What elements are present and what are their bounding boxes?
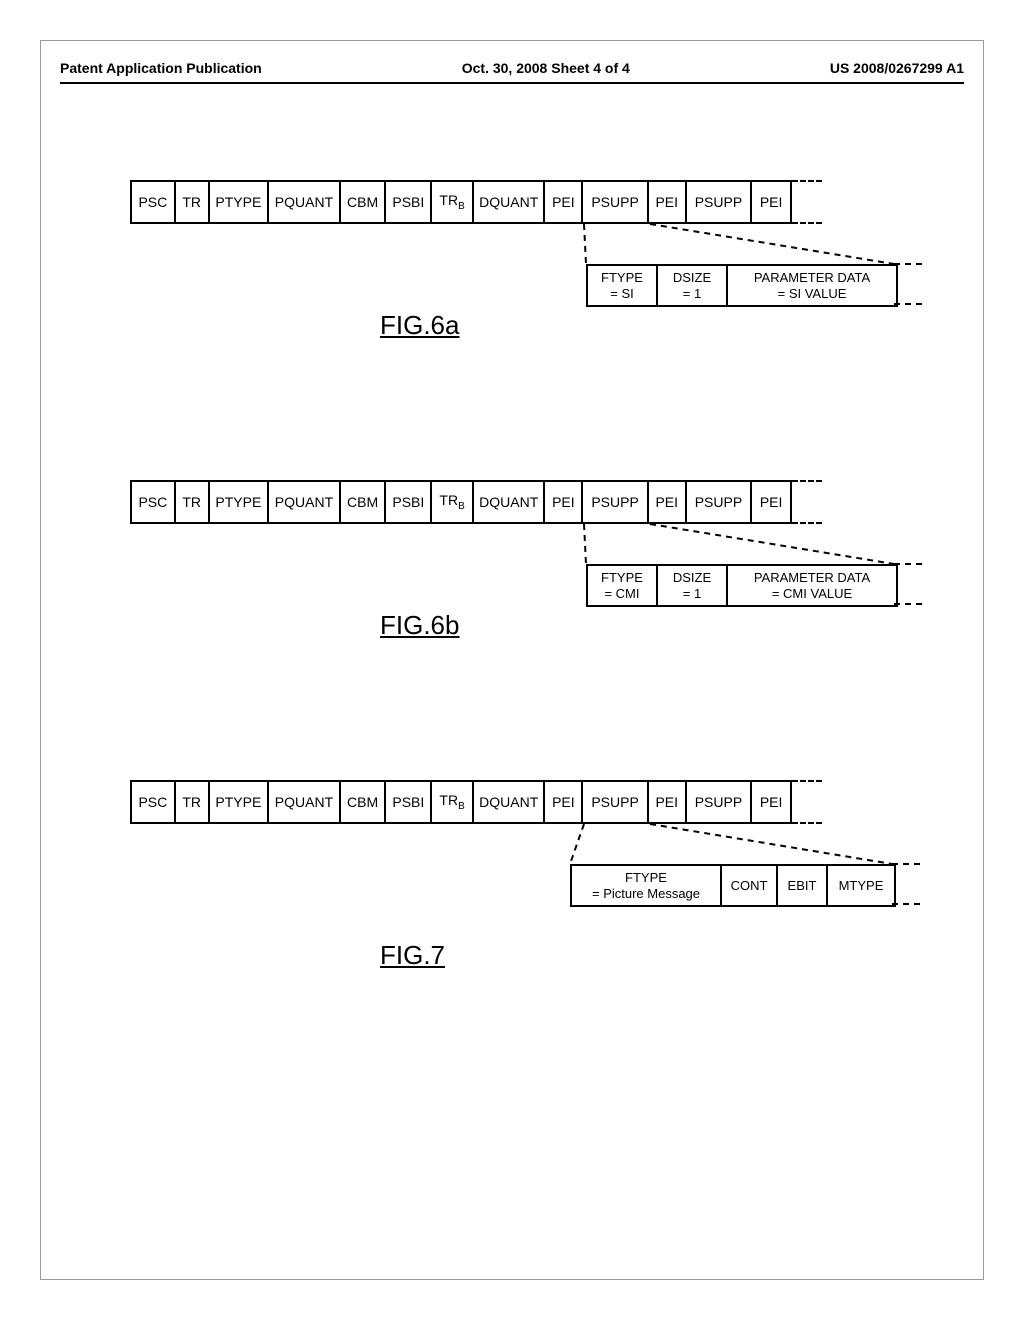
diagram-content: PSCTRPTYPEPQUANTCBMPSBITRBDQUANTPEIPSUPP…: [130, 180, 900, 1110]
field-row-7: PSCTRPTYPEPQUANTCBMPSBITRBDQUANTPEIPSUPP…: [130, 780, 792, 824]
field-f10: PEI: [649, 482, 687, 522]
field-f1: TR: [176, 782, 210, 822]
field-f0: PSC: [132, 782, 176, 822]
sub-dsize-value: = 1: [683, 286, 701, 302]
field-f2: PTYPE: [210, 782, 270, 822]
row-ext-7: [792, 780, 822, 824]
sub-dsize-value: = 1: [683, 586, 701, 602]
field-f3: PQUANT: [269, 482, 341, 522]
field-f1: TR: [176, 482, 210, 522]
field-f3: PQUANT: [269, 182, 341, 222]
field-f0: PSC: [132, 482, 176, 522]
sub-param-value: = SI VALUE: [778, 286, 847, 302]
sub-ftype-7: FTYPE = Picture Message: [572, 866, 722, 905]
field-f4: CBM: [341, 182, 387, 222]
sub-ftype-label: FTYPE: [601, 570, 643, 586]
sub-param-value: = CMI VALUE: [772, 586, 852, 602]
row-ext-6b: [792, 480, 822, 524]
field-f7: DQUANT: [474, 182, 546, 222]
sub-mtype-7: MTYPE: [828, 866, 894, 905]
field-f6: TRB: [432, 182, 474, 222]
field-f10: PEI: [649, 182, 687, 222]
row-ext-6a: [792, 180, 822, 224]
header-left: Patent Application Publication: [60, 60, 262, 76]
sub-ftype-6b: FTYPE = CMI: [588, 566, 658, 605]
field-f4: CBM: [341, 482, 387, 522]
field-f2: PTYPE: [210, 182, 270, 222]
sub-dsize-label: DSIZE: [673, 570, 711, 586]
sub-dsize-6b: DSIZE = 1: [658, 566, 728, 605]
sub-ftype-label: FTYPE: [625, 870, 667, 886]
sub-ftype-value: = SI: [610, 286, 634, 302]
field-f7: DQUANT: [474, 482, 546, 522]
field-f12: PEI: [752, 782, 790, 822]
field-row-6a: PSCTRPTYPEPQUANTCBMPSBITRBDQUANTPEIPSUPP…: [130, 180, 792, 224]
sub-ebit-7: EBIT: [778, 866, 828, 905]
sub-dsize-label: DSIZE: [673, 270, 711, 286]
sub-param-6a: PARAMETER DATA = SI VALUE: [728, 266, 896, 305]
field-f10: PEI: [649, 782, 687, 822]
field-f0: PSC: [132, 182, 176, 222]
field-f9: PSUPP: [583, 482, 649, 522]
field-f8: PEI: [545, 182, 583, 222]
field-f7: DQUANT: [474, 782, 546, 822]
sub-param-6b: PARAMETER DATA = CMI VALUE: [728, 566, 896, 605]
sub-ebit-label: EBIT: [788, 878, 817, 894]
field-f5: PSBI: [386, 182, 432, 222]
sub-mtype-label: MTYPE: [839, 878, 884, 894]
sub-param-label: PARAMETER DATA: [754, 570, 870, 586]
page-header: Patent Application Publication Oct. 30, …: [60, 60, 964, 84]
sub-dsize-6a: DSIZE = 1: [658, 266, 728, 305]
sub-ftype-value: = Picture Message: [592, 886, 700, 902]
field-f12: PEI: [752, 182, 790, 222]
field-f11: PSUPP: [687, 182, 753, 222]
field-f11: PSUPP: [687, 782, 753, 822]
field-f2: PTYPE: [210, 482, 270, 522]
field-f9: PSUPP: [583, 182, 649, 222]
figure-label-6a: FIG.6a: [380, 310, 459, 341]
field-f5: PSBI: [386, 482, 432, 522]
figure-label-7: FIG.7: [380, 940, 445, 971]
figure-6a: PSCTRPTYPEPQUANTCBMPSBITRBDQUANTPEIPSUPP…: [130, 180, 900, 360]
sub-row-7: FTYPE = Picture Message CONT EBIT MTYPE: [570, 864, 896, 907]
field-f6: TRB: [432, 482, 474, 522]
sub-ftype-6a: FTYPE = SI: [588, 266, 658, 305]
field-f5: PSBI: [386, 782, 432, 822]
field-f12: PEI: [752, 482, 790, 522]
figure-label-6b: FIG.6b: [380, 610, 459, 641]
field-f6: TRB: [432, 782, 474, 822]
field-f4: CBM: [341, 782, 387, 822]
field-f1: TR: [176, 182, 210, 222]
field-f8: PEI: [545, 482, 583, 522]
sub-row-6a: FTYPE = SI DSIZE = 1 PARAMETER DATA = SI…: [586, 264, 898, 307]
field-f3: PQUANT: [269, 782, 341, 822]
field-f9: PSUPP: [583, 782, 649, 822]
sub-cont-7: CONT: [722, 866, 778, 905]
figure-6b: PSCTRPTYPEPQUANTCBMPSBITRBDQUANTPEIPSUPP…: [130, 480, 900, 660]
sub-ftype-value: = CMI: [604, 586, 639, 602]
sub-cont-label: CONT: [731, 878, 768, 894]
field-f11: PSUPP: [687, 482, 753, 522]
header-center: Oct. 30, 2008 Sheet 4 of 4: [462, 60, 630, 76]
header-right: US 2008/0267299 A1: [830, 60, 964, 76]
field-f8: PEI: [545, 782, 583, 822]
figure-7: PSCTRPTYPEPQUANTCBMPSBITRBDQUANTPEIPSUPP…: [130, 780, 900, 990]
sub-param-label: PARAMETER DATA: [754, 270, 870, 286]
sub-ftype-label: FTYPE: [601, 270, 643, 286]
sub-row-6b: FTYPE = CMI DSIZE = 1 PARAMETER DATA = C…: [586, 564, 898, 607]
field-row-6b: PSCTRPTYPEPQUANTCBMPSBITRBDQUANTPEIPSUPP…: [130, 480, 792, 524]
